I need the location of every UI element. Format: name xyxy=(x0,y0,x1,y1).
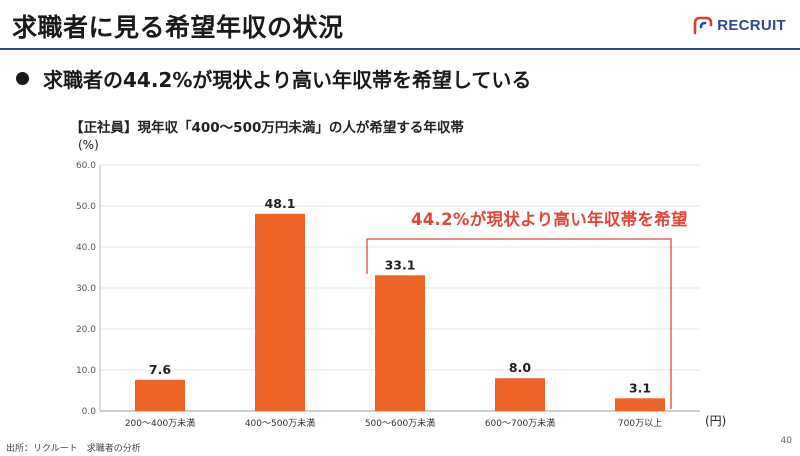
x-axis-unit-label: (円) xyxy=(705,414,726,428)
page-number: 40 xyxy=(780,436,792,446)
bar-value-label: 48.1 xyxy=(265,196,296,211)
bar xyxy=(615,398,665,411)
y-tick-label: 10.0 xyxy=(76,366,96,376)
bar-value-label: 33.1 xyxy=(385,257,416,272)
y-axis-unit-label: (%) xyxy=(78,138,99,152)
chart-title: 【正社員】現年収「400～500万円未満」の人が希望する年収帯 xyxy=(70,120,464,136)
x-tick-label: 500～600万未満 xyxy=(365,417,435,429)
x-tick-label: 600～700万未満 xyxy=(485,417,555,429)
bar xyxy=(255,213,305,411)
source-note: 出所：リクルート 求職者の分析 xyxy=(6,444,141,454)
x-tick-label: 200～400万未満 xyxy=(125,417,195,429)
headline-text: 求職者の44.2%が現状より高い年収帯を希望している xyxy=(43,68,532,92)
recruit-logo-text: RECRUIT xyxy=(717,16,786,34)
x-tick-label: 400～500万未満 xyxy=(245,417,315,429)
y-tick-label: 60.0 xyxy=(76,161,96,171)
annotation-bracket xyxy=(366,238,672,409)
y-tick-label: 0.0 xyxy=(82,407,97,417)
headline: 求職者の44.2%が現状より高い年収帯を希望している xyxy=(16,64,531,93)
bar-value-label: 8.0 xyxy=(509,360,531,375)
bar xyxy=(135,379,185,411)
y-tick-label: 50.0 xyxy=(76,202,96,212)
slide-title: 求職者に見る希望年収の状況 xyxy=(12,13,344,42)
y-tick-label: 20.0 xyxy=(76,325,96,335)
title-rule xyxy=(0,48,800,50)
bullet-dot xyxy=(16,72,29,85)
y-tick-label: 40.0 xyxy=(76,243,96,253)
x-tick-label: 700万以上 xyxy=(618,418,662,429)
bar-value-label: 3.1 xyxy=(629,380,651,395)
bar-value-label: 7.6 xyxy=(149,362,171,377)
bar xyxy=(495,378,545,411)
bar xyxy=(375,275,425,411)
recruit-logo-icon xyxy=(693,16,713,35)
recruit-logo: RECRUIT xyxy=(692,14,786,36)
annotation-label: 44.2%が現状より高い年収帯を希望 xyxy=(411,210,688,229)
y-tick-label: 30.0 xyxy=(76,284,96,294)
